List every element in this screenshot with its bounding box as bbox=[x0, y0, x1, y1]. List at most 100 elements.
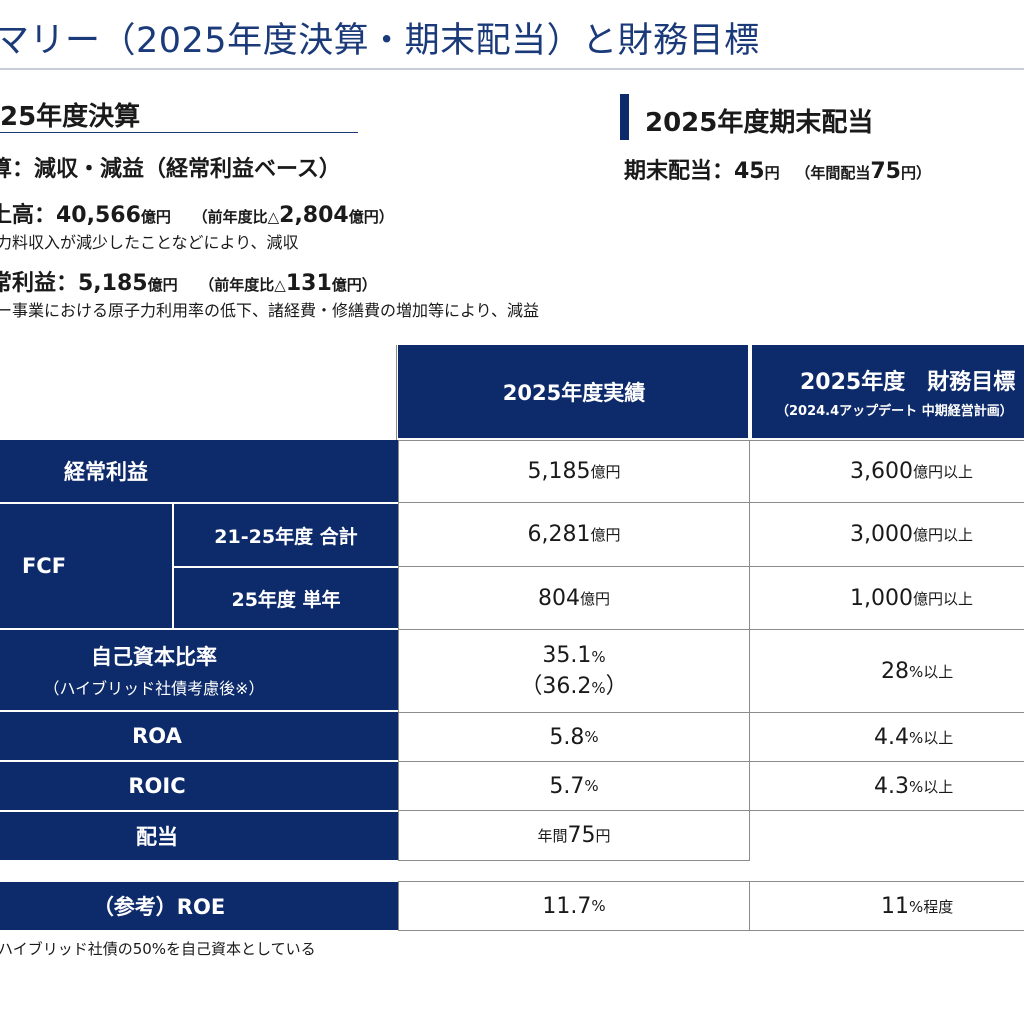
header-target: 2025年度 財務目標 （2024.4アップデート 中期経営計画） bbox=[752, 345, 1024, 438]
cell-fcf-single-actual: 804 億円 bbox=[398, 566, 750, 630]
sales-note: 力料収入が減少したことなどにより、減収 bbox=[0, 233, 299, 252]
row-divider bbox=[0, 628, 398, 630]
cell-roe-target: 11 %程度 bbox=[749, 881, 1024, 931]
profit-unit: 億円 bbox=[147, 276, 178, 294]
cell-unit: % bbox=[584, 728, 599, 746]
row-label-text: （参考）ROE bbox=[92, 895, 226, 919]
cell-unit: 億円以上 bbox=[912, 526, 973, 544]
dividend-unit: 円 bbox=[764, 164, 780, 182]
header-left-edge bbox=[396, 345, 397, 440]
cell-value: 5.7 bbox=[549, 773, 585, 799]
row-label-fcf-total: 21-25年度 合計 bbox=[174, 504, 398, 566]
row-label-text: FCF bbox=[21, 554, 67, 578]
cell-fcf-total-target: 3,000 億円以上 bbox=[749, 502, 1024, 567]
sales-compare-unit: 億円） bbox=[348, 208, 394, 226]
dividend-annual-prefix: （年間配当 bbox=[795, 164, 871, 182]
sales-line: 上高：40,566億円 （前年度比△2,804億円） bbox=[0, 197, 394, 229]
title-divider bbox=[0, 68, 1024, 70]
dividend-annual-value: 75 bbox=[870, 159, 901, 184]
profit-compare-prefix: （前年度比△ bbox=[199, 276, 286, 294]
header-target-label: 2025年度 財務目標 bbox=[800, 370, 1016, 395]
cell-value: 1,000 bbox=[850, 585, 913, 611]
row-label-text: 配当 bbox=[136, 825, 178, 849]
cell-value: 28 bbox=[881, 658, 909, 684]
cell-unit: 円 bbox=[595, 827, 611, 845]
cell-unit: % bbox=[584, 777, 599, 795]
row-label-roa: ROA bbox=[0, 712, 398, 760]
cell-roa-actual: 5.8% bbox=[398, 712, 750, 762]
row-label-fcf-single: 25年度 単年 bbox=[174, 568, 398, 628]
row-divider bbox=[0, 760, 398, 762]
sales-label: 上高：40,566 bbox=[0, 203, 141, 228]
cell-value: 4.4 bbox=[874, 724, 909, 750]
cell-unit: 億円以上 bbox=[912, 463, 973, 481]
cell-ordinary-target: 3,600 億円以上 bbox=[749, 440, 1024, 503]
row-divider bbox=[172, 566, 398, 568]
row-label-roic: ROIC bbox=[0, 762, 398, 810]
cell-value: 3,600 bbox=[850, 459, 913, 484]
profit-compare-unit: 億円） bbox=[331, 276, 377, 294]
results-summary: 算：減収・減益（経常利益ベース） bbox=[0, 157, 341, 182]
cell-unit: % bbox=[591, 678, 606, 697]
profit-label: 常利益：5,185 bbox=[0, 271, 148, 296]
sales-compare-prefix: （前年度比△ bbox=[192, 208, 280, 226]
row-divider bbox=[0, 710, 398, 712]
cell-fcf-single-target: 1,000 億円以上 bbox=[749, 566, 1024, 630]
col-divider bbox=[172, 502, 174, 630]
header-actual-label: 2025年度実績 bbox=[502, 380, 646, 405]
cell-ordinary-actual: 5,185 億円 bbox=[398, 440, 750, 503]
cell-equity-actual: 35.1% （36.2%） bbox=[398, 629, 750, 713]
cell-value: 75 bbox=[567, 823, 596, 848]
cell-unit: %以上 bbox=[909, 728, 954, 747]
cell-value: 35.1 bbox=[542, 642, 592, 668]
row-label-dividend: 配当 bbox=[0, 812, 398, 860]
cell-value: 11 bbox=[881, 893, 909, 919]
section-underline bbox=[0, 132, 358, 133]
profit-compare-value: 131 bbox=[285, 271, 332, 296]
cell-unit: 億円 bbox=[590, 463, 621, 481]
dividend-annual-unit: 円） bbox=[900, 164, 931, 182]
header-actual: 2025年度実績 bbox=[398, 345, 750, 438]
cell-fcf-total-actual: 6,281 億円 bbox=[398, 502, 750, 567]
row-label-text: 経常利益 bbox=[64, 460, 148, 484]
cell-value: 4.3 bbox=[874, 773, 909, 799]
page-title: マリー（2025年度決算・期末配当）と財務目標 bbox=[0, 21, 760, 61]
cell-unit: % bbox=[591, 897, 606, 915]
cell-dividend-actual: 年間 75 円 bbox=[398, 810, 750, 861]
cell-value: 5.8 bbox=[549, 724, 585, 750]
cell-unit: % bbox=[591, 647, 606, 666]
cell-roa-target: 4.4 %以上 bbox=[749, 712, 1024, 762]
cell-unit: 億円 bbox=[590, 526, 621, 544]
cell-roic-target: 4.3 %以上 bbox=[749, 761, 1024, 811]
header-divider bbox=[748, 345, 750, 440]
cell-value: 6,281 bbox=[527, 522, 591, 547]
cell-unit: 億円以上 bbox=[912, 589, 973, 608]
section-heading-results: 25年度決算 bbox=[0, 102, 141, 132]
profit-note: ー事業における原子力利用率の低下、諸経費・修繕費の増加等により、減益 bbox=[0, 301, 540, 320]
cell-roe-actual: 11.7% bbox=[398, 881, 750, 931]
profit-line: 常利益：5,185億円 （前年度比△131億円） bbox=[0, 265, 377, 297]
sales-unit: 億円 bbox=[140, 208, 171, 226]
cell-roic-actual: 5.7% bbox=[398, 761, 750, 811]
row-label-ordinary: 経常利益 bbox=[0, 440, 398, 502]
row-label-equity: 自己資本比率 （ハイブリッド社債考慮後※） bbox=[0, 630, 398, 710]
cell-unit: 億円 bbox=[579, 589, 610, 608]
footnote: ハイブリッド社債の50%を自己資本としている bbox=[0, 940, 316, 958]
row-divider bbox=[0, 810, 398, 812]
cell-value: 804 bbox=[537, 585, 580, 611]
cell-equity-target: 28 %以上 bbox=[749, 629, 1024, 713]
dividend-line: 期末配当：45円 （年間配当75円） bbox=[624, 153, 931, 185]
dividend-label: 期末配当：45 bbox=[624, 159, 765, 184]
row-label-text: 21-25年度 合計 bbox=[214, 525, 358, 548]
section-accent-bar bbox=[620, 94, 629, 140]
row-divider bbox=[0, 502, 398, 504]
row-sublabel-text: （ハイブリッド社債考慮後※） bbox=[43, 679, 265, 698]
cell-unit: %以上 bbox=[909, 777, 954, 796]
row-label-text: ROA bbox=[132, 724, 182, 748]
section-heading-dividend: 2025年度期末配当 bbox=[645, 108, 874, 138]
row-label-text: ROIC bbox=[128, 774, 186, 798]
row-label-text: 自己資本比率 bbox=[91, 645, 217, 669]
header-target-sublabel: （2024.4アップデート 中期経営計画） bbox=[776, 404, 1013, 419]
cell-paren: ） bbox=[605, 673, 628, 699]
cell-value-secondary: （36.2 bbox=[520, 673, 592, 699]
